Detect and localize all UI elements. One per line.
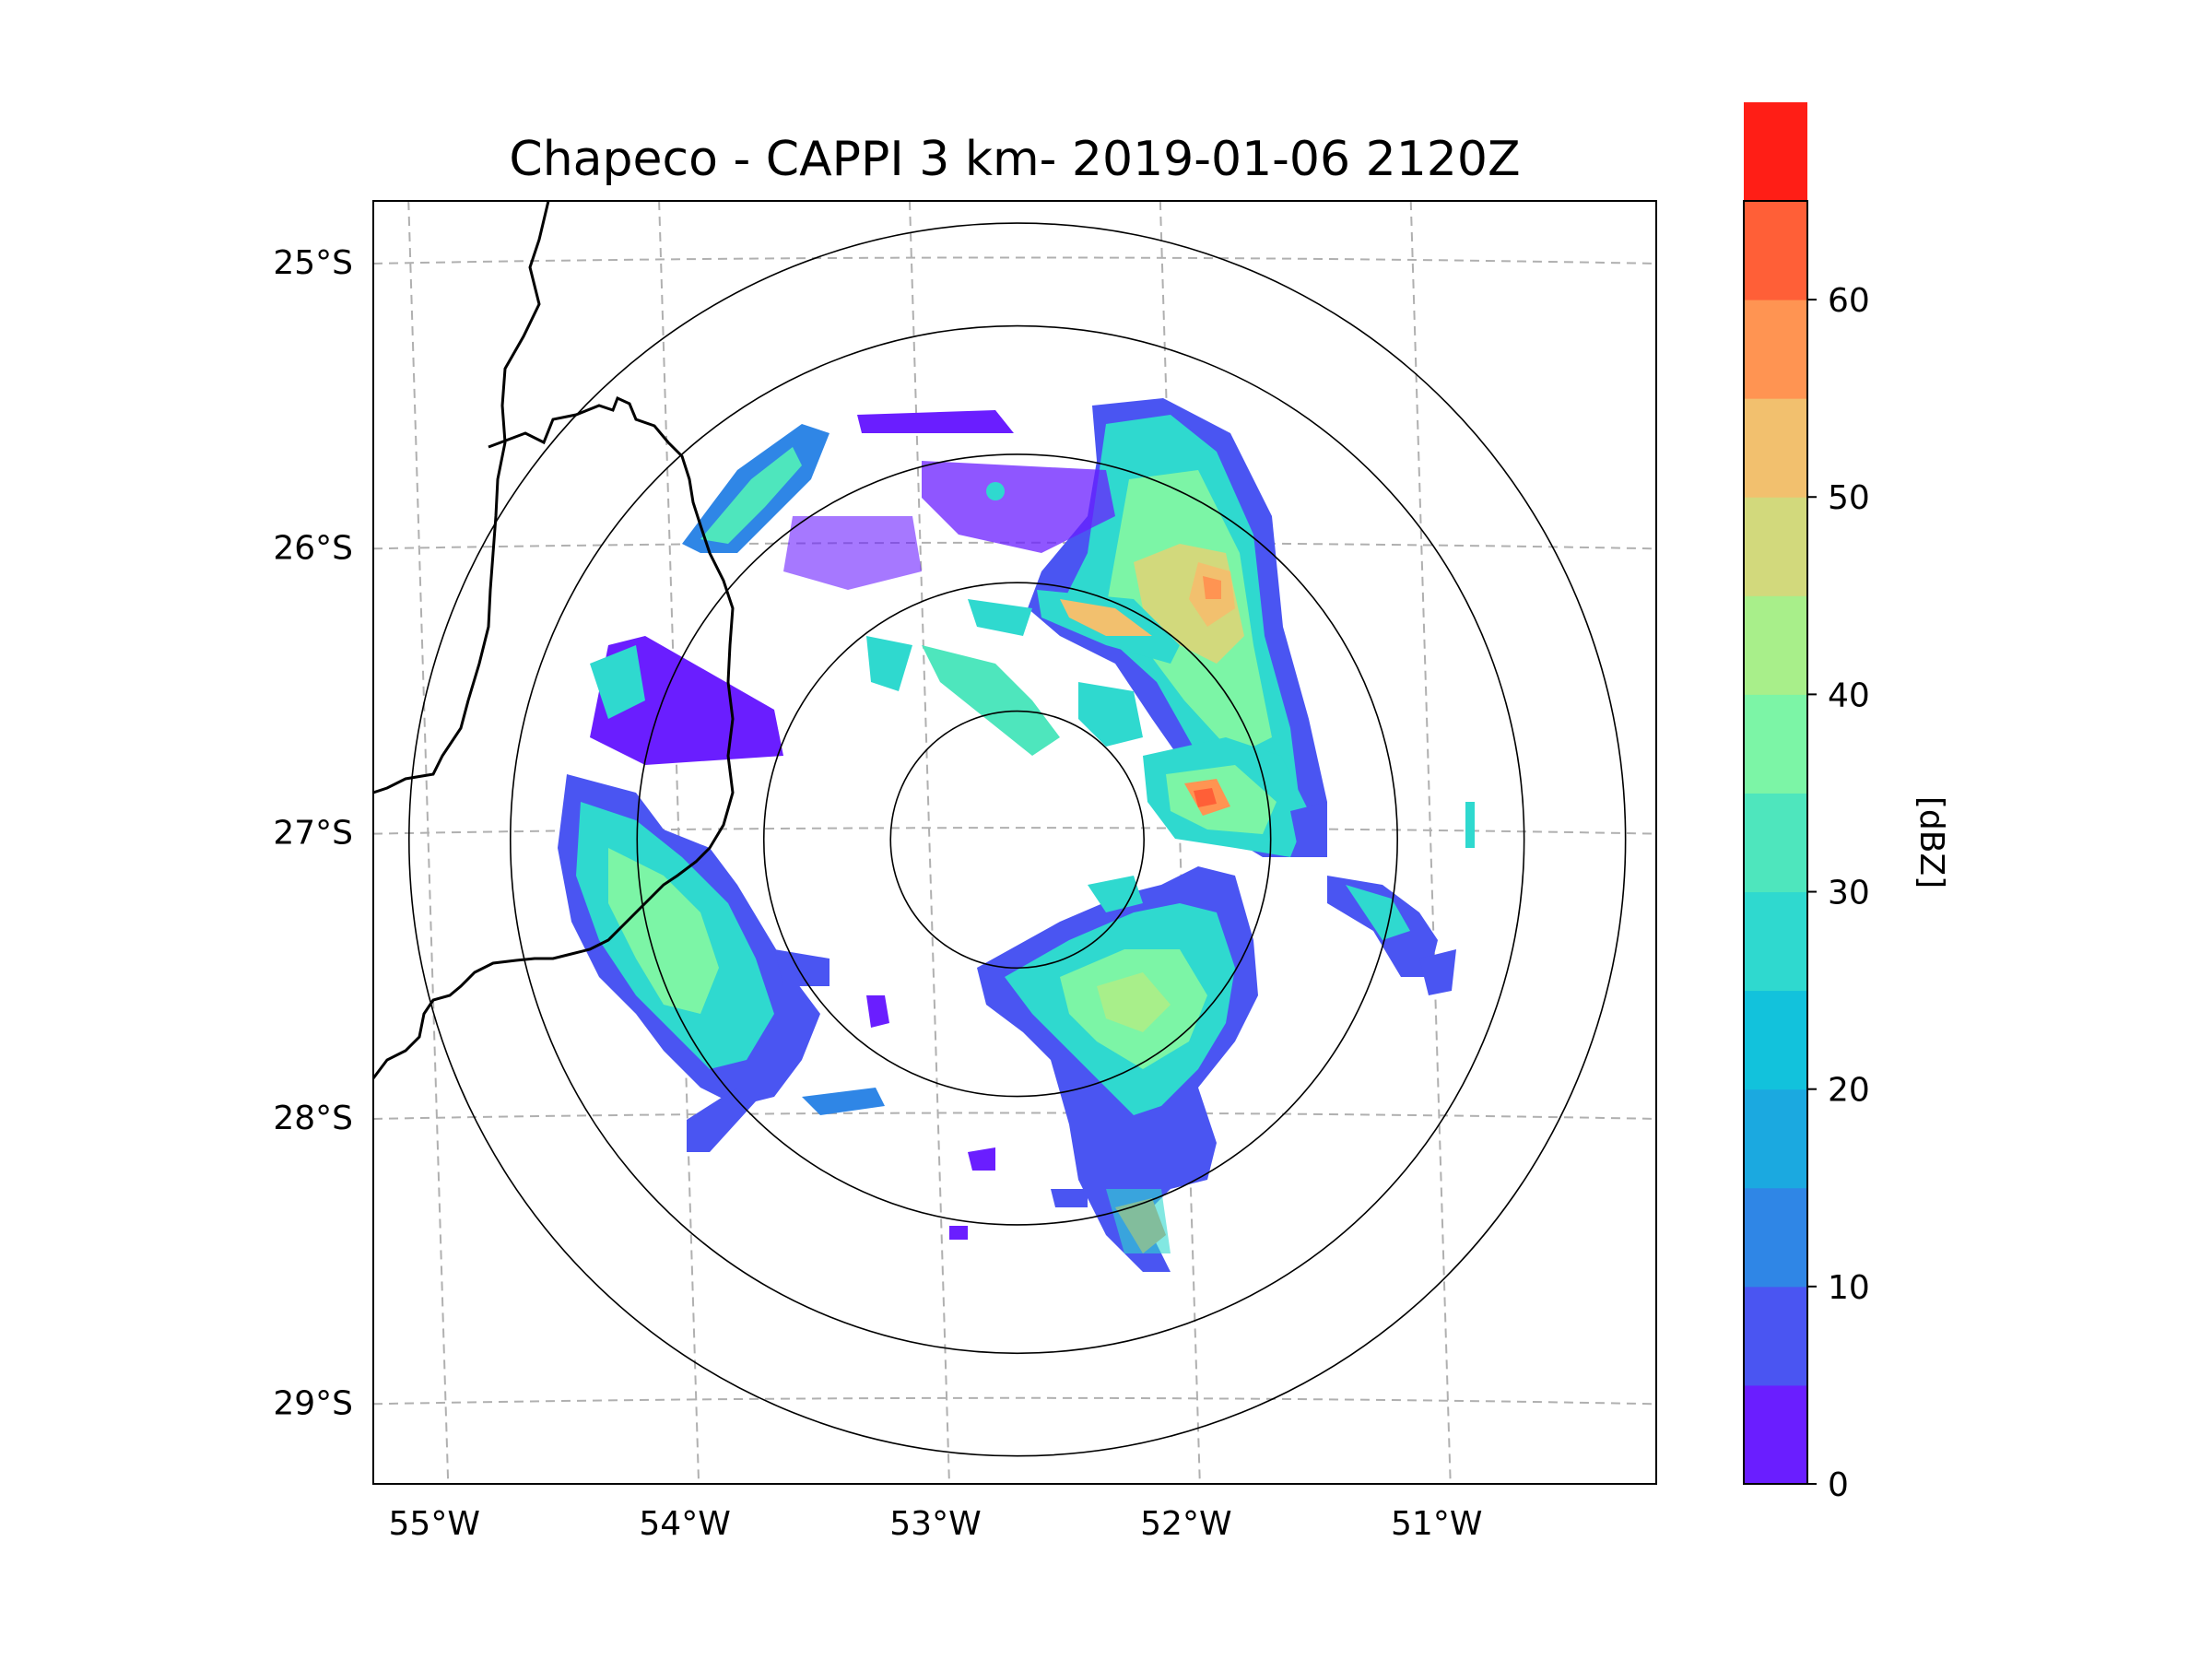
range-ring xyxy=(407,222,1627,1457)
chart-title: Chapeco - CAPPI 3 km- 2019-01-06 2120Z xyxy=(509,132,1520,187)
latitude-tick-label: 25°S xyxy=(273,244,353,282)
colorbar-tick-label: 60 xyxy=(1828,282,1870,320)
echo-west-wedge xyxy=(590,636,783,765)
echo-south-west-area xyxy=(558,774,830,1152)
longitude-tick-label: 54°W xyxy=(639,1505,730,1543)
range-ring xyxy=(762,582,1272,1098)
colorbar-swatch xyxy=(1744,201,1807,300)
colorbar-swatch xyxy=(1744,1187,1807,1288)
latitude-tick-labels: 25°S 26°S 27°S 28°S 29°S xyxy=(273,244,353,1422)
longitude-tick-label: 52°W xyxy=(1140,1505,1231,1543)
colorbar-tick-label: 20 xyxy=(1828,1072,1870,1110)
range-ring xyxy=(636,453,1398,1226)
colorbar-tick-label: 10 xyxy=(1828,1269,1870,1307)
echo-north-scatter xyxy=(783,410,1115,590)
colorbar-ticks: 0 10 20 30 40 50 60 xyxy=(1807,282,1870,1504)
parallel-gridline xyxy=(373,1396,1656,1406)
echo-layer xyxy=(558,398,1475,1272)
colorbar-swatch xyxy=(1744,793,1807,893)
colorbar-tick-label: 40 xyxy=(1828,677,1870,714)
colorbar-swatch xyxy=(1744,300,1807,399)
colorbar: 0 10 20 30 40 50 60 [dBZ] xyxy=(1743,101,1950,1504)
colorbar-swatch xyxy=(1744,1286,1807,1386)
colorbar-swatch xyxy=(1744,497,1807,596)
longitude-tick-label: 55°W xyxy=(389,1505,480,1543)
latitude-tick-label: 26°S xyxy=(273,529,353,567)
echo-east-central-cell xyxy=(1143,737,1309,857)
colorbar-swatch xyxy=(1744,694,1807,794)
parallel-gridline xyxy=(373,256,1656,265)
longitude-tick-labels: 55°W 54°W 53°W 52°W 51°W xyxy=(389,1505,1483,1543)
colorbar-tick-label: 30 xyxy=(1828,875,1870,912)
colorbar-label: [dBZ] xyxy=(1912,796,1950,888)
colorbar-tick-label: 50 xyxy=(1828,479,1870,517)
map-content xyxy=(373,201,1656,1484)
longitude-tick-label: 53°W xyxy=(889,1505,981,1543)
longitude-tick-label: 51°W xyxy=(1391,1505,1482,1543)
colorbar-swatch xyxy=(1744,595,1807,695)
range-rings xyxy=(407,222,1627,1457)
meridian-gridline xyxy=(658,201,700,1484)
state-borders xyxy=(373,201,735,1079)
range-ring xyxy=(889,710,1146,970)
colorbar-swatch xyxy=(1744,990,1807,1090)
colorbar-swatch xyxy=(1744,1088,1807,1189)
parallel-gridline xyxy=(373,1112,1656,1120)
colorbar-swatches xyxy=(1744,101,1807,1485)
meridian-gridline xyxy=(908,201,950,1484)
border-line-east xyxy=(373,395,735,1079)
colorbar-swatch xyxy=(1744,398,1807,498)
latitude-tick-label: 28°S xyxy=(273,1100,353,1137)
meridian-gridline xyxy=(1409,201,1452,1484)
map-border xyxy=(372,200,1657,1485)
echo-north-west-arc xyxy=(682,424,830,553)
range-ring xyxy=(509,324,1525,1355)
echo-south-central-cluster xyxy=(977,866,1258,1272)
border-line-west xyxy=(373,201,550,794)
latitude-tick-label: 27°S xyxy=(273,815,353,853)
colorbar-tick-label: 0 xyxy=(1828,1466,1849,1504)
echo-mid-north-streaks xyxy=(866,599,1143,756)
echo-small-cells xyxy=(802,995,1088,1240)
latitude-tick-label: 29°S xyxy=(273,1384,353,1422)
colorbar-swatch xyxy=(1744,101,1807,202)
echo-east-scatter xyxy=(1290,802,1475,995)
parallel-gridline xyxy=(373,541,1656,550)
colorbar-border xyxy=(1743,200,1808,1485)
colorbar-swatch xyxy=(1744,1384,1807,1485)
meridian-gridline xyxy=(407,201,450,1484)
colorbar-swatch xyxy=(1744,891,1807,992)
meridian-gridline xyxy=(1159,201,1201,1484)
